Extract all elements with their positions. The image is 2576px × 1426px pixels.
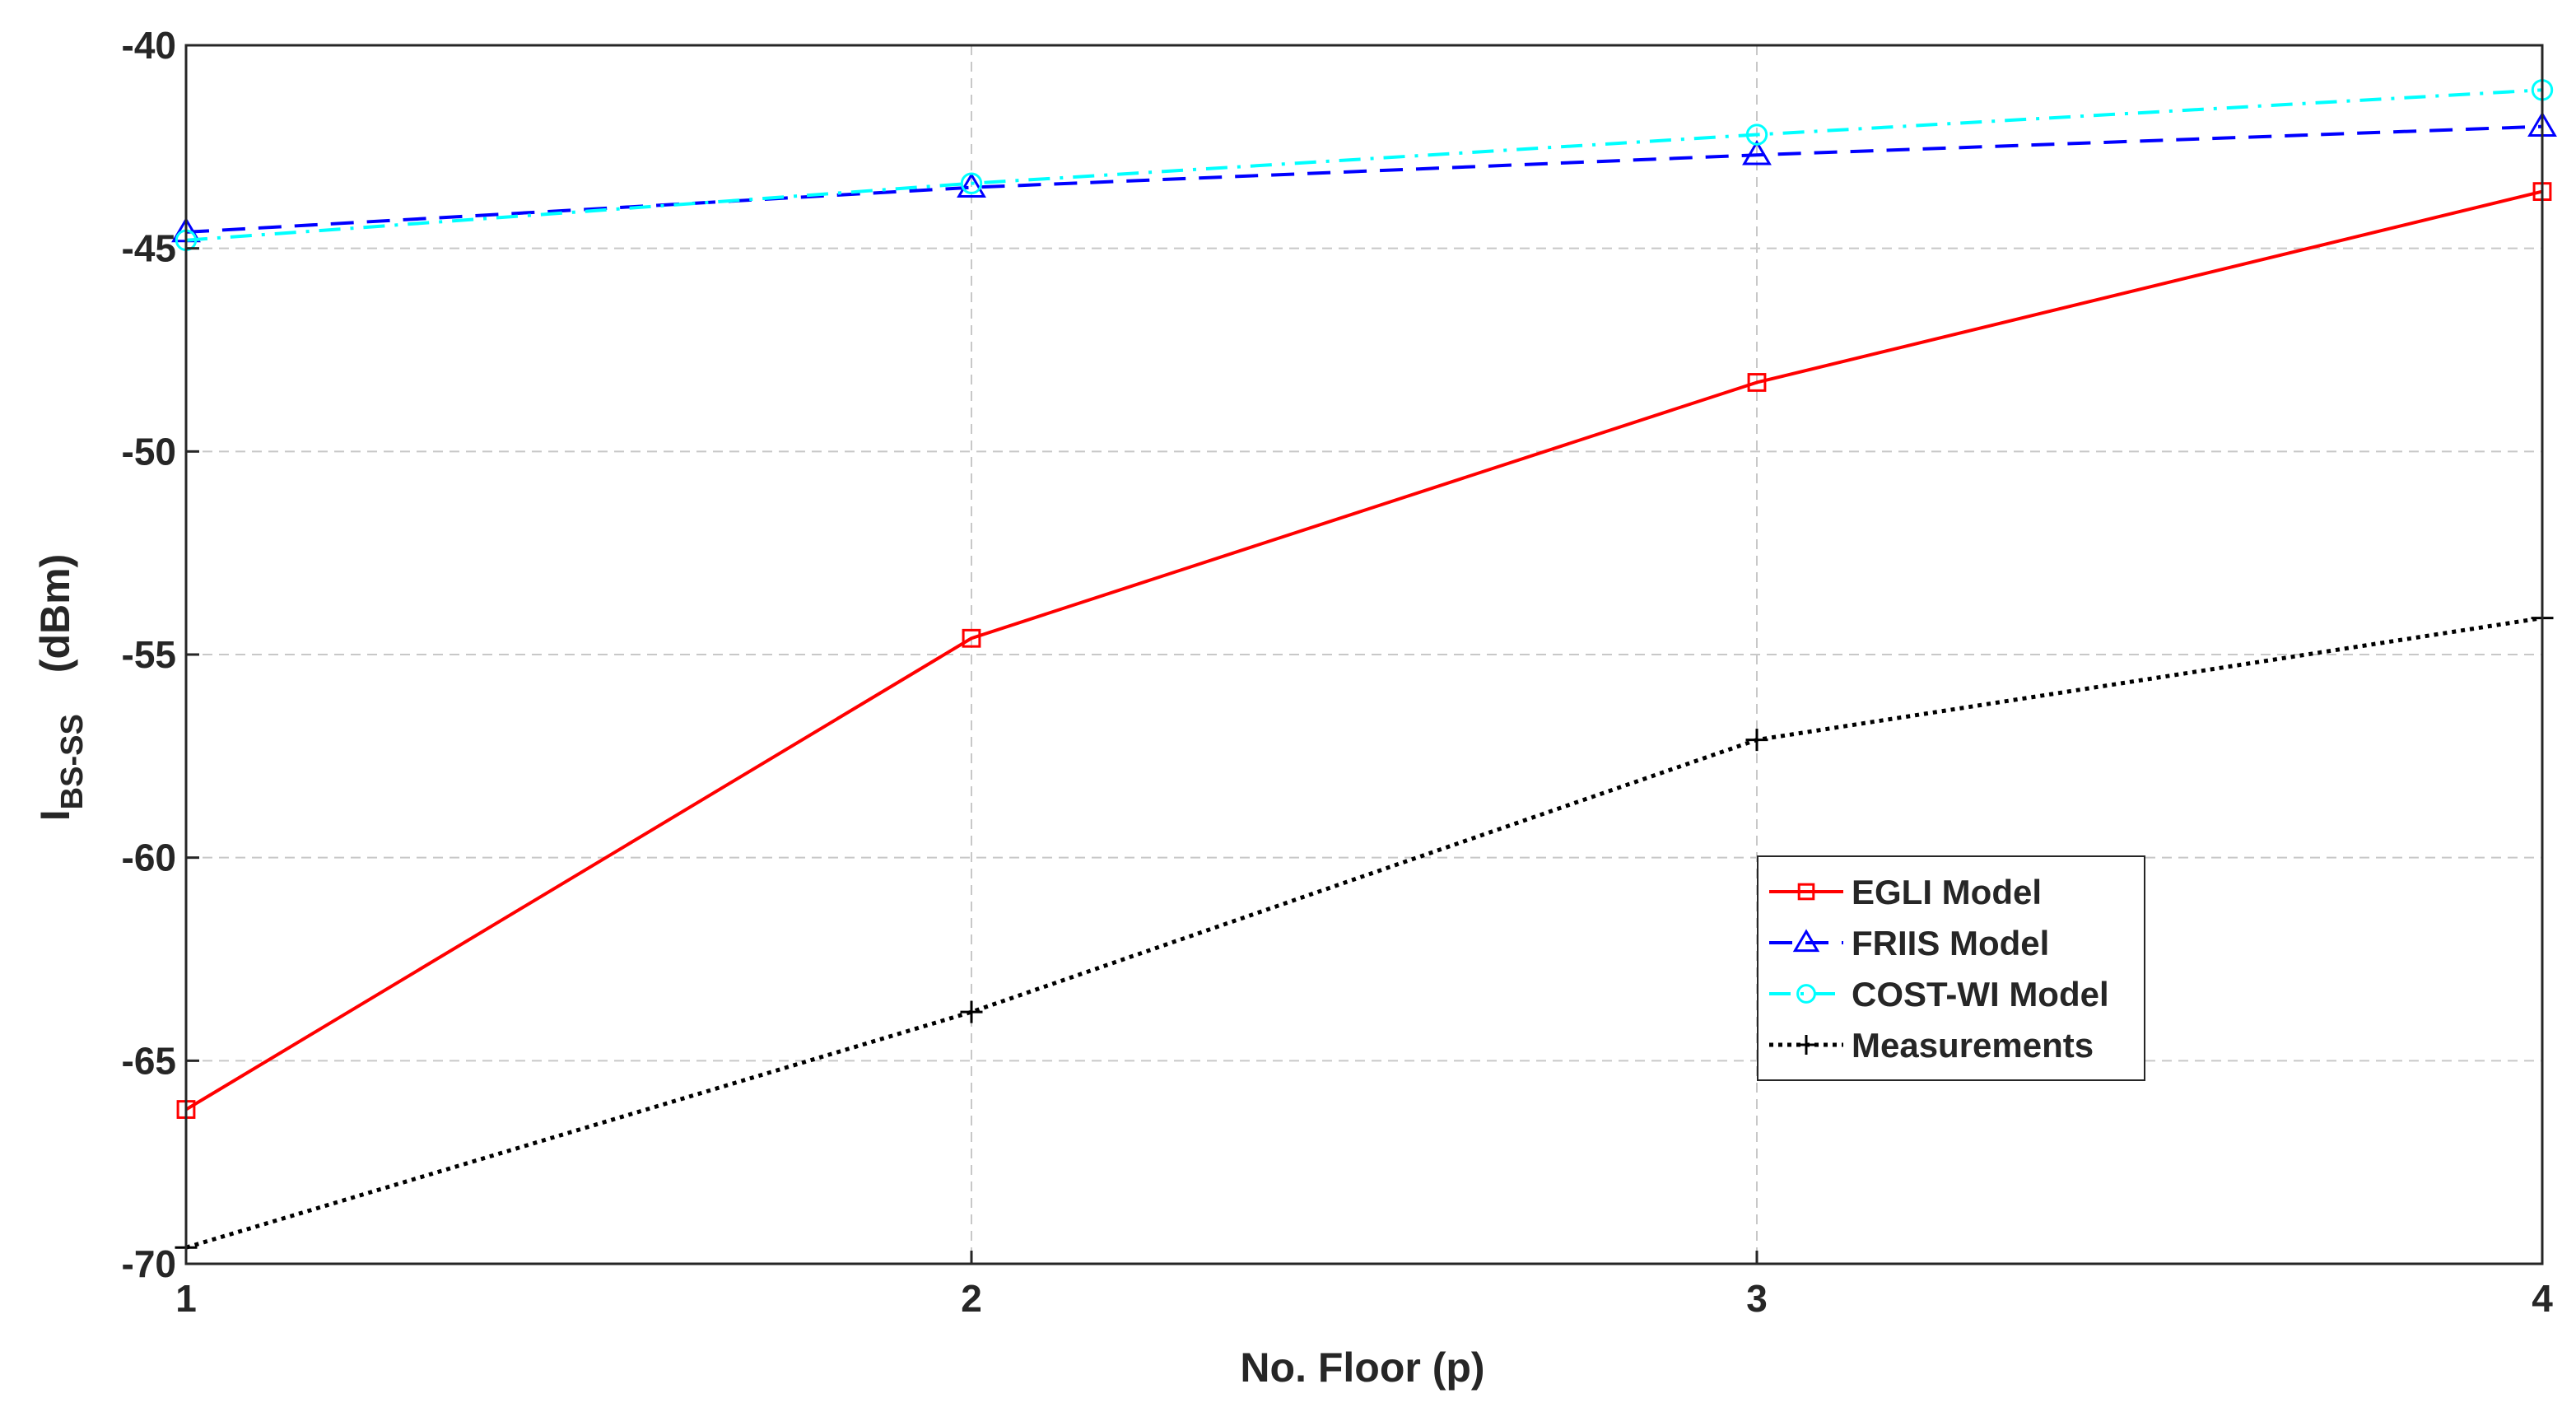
y-axis-label-unit: (dBm): [32, 554, 78, 673]
legend-item: Measurements: [1769, 1026, 2094, 1065]
legend-box: [1757, 855, 2145, 1081]
triangle-marker: [957, 172, 986, 198]
x-tick-label: 1: [175, 1277, 197, 1320]
legend-label: Measurements: [1852, 1026, 2094, 1065]
legend: EGLI Model FRIIS Model COST-WI Model Measur…: [1757, 855, 2145, 1081]
legend-label: EGLI Model: [1852, 873, 2042, 911]
series-line: [185, 124, 2543, 234]
y-tick-label: -50: [122, 430, 176, 473]
y-tick-label: -55: [122, 633, 176, 676]
legend-label: COST-WI Model: [1852, 975, 2109, 1014]
circle-marker: [1796, 984, 1816, 1004]
plus-marker: [1796, 1035, 1816, 1055]
y-tick-label: -65: [122, 1039, 176, 1082]
y-tick-label: -70: [122, 1242, 176, 1285]
y-tick-label: -45: [122, 227, 176, 270]
circle-marker: [1745, 123, 1768, 146]
y-axis-label-subscript: BS-SS: [55, 714, 90, 809]
x-tick-label: 4: [2532, 1277, 2553, 1320]
y-axis-label-main: I: [32, 809, 78, 821]
x-tick-label: 2: [961, 1277, 982, 1320]
x-tick-label: 3: [1746, 1277, 1768, 1320]
triangle-marker: [1742, 139, 1772, 165]
triangle-marker: [1792, 929, 1820, 953]
legend-label: FRIIS Model: [1852, 924, 2049, 962]
y-tick-label: -40: [122, 24, 176, 67]
circle-marker: [960, 172, 983, 194]
series-line: [185, 88, 2543, 242]
x-axis-label: No. Floor (p): [1240, 1344, 1484, 1391]
series-1: [171, 111, 2557, 243]
axis-ticks: 1 2 3 4 -40 -45 -50 -55 -60 -65 -70: [122, 24, 2554, 1320]
series-line: [185, 616, 2543, 1250]
y-axis-label: IBS-SS (dBm): [32, 554, 90, 821]
y-tick-label: -60: [122, 836, 176, 879]
grid-lines: [186, 45, 2542, 1264]
legend-item: EGLI Model: [1769, 873, 2042, 911]
legend-item: COST-WI Model: [1769, 975, 2109, 1014]
plus-marker: [960, 1000, 983, 1023]
plus-marker: [1745, 729, 1768, 752]
series-line: [184, 189, 2543, 1111]
square-marker: [962, 628, 981, 648]
legend-item: FRIIS Model: [1769, 924, 2049, 962]
square-marker: [1797, 883, 1815, 901]
square-marker: [1747, 373, 1767, 392]
